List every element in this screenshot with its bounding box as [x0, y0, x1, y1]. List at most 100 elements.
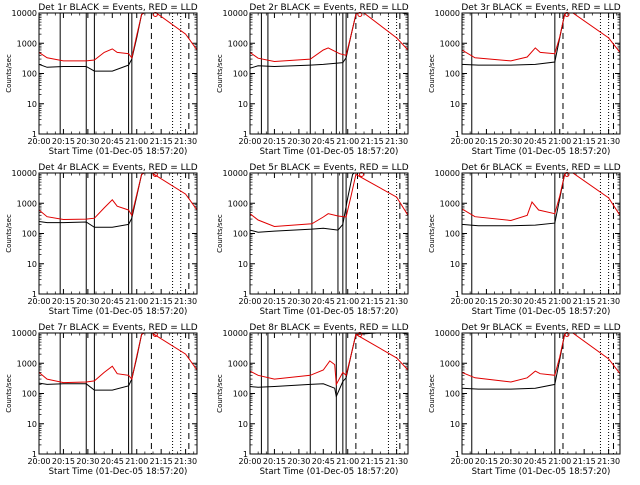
series-lld-line: [250, 13, 408, 63]
y-tick-label: 1: [32, 130, 37, 139]
y-axis-label: Counts/sec: [5, 54, 13, 93]
x-tick-label: 21:15: [150, 137, 173, 146]
x-tick-label: 20:45: [312, 457, 335, 466]
x-tick-label: 20:15: [475, 137, 498, 146]
y-tick-label: 1: [32, 290, 37, 299]
y-axis-label: Counts/sec: [216, 54, 224, 93]
x-tick-label: 20:30: [287, 457, 310, 466]
x-tick-label: 20:15: [263, 457, 286, 466]
y-tick-label: 1: [455, 450, 460, 459]
y-tick-label: 1: [243, 130, 248, 139]
series-lld-line: [250, 173, 408, 228]
x-axis-label: Start Time (01-Dec-05 18:57:20): [260, 147, 399, 157]
x-tick-label: 20:30: [499, 137, 522, 146]
y-tick-label: 10000: [435, 329, 460, 338]
x-tick-label: 21:30: [174, 297, 197, 306]
x-tick-label: 21:15: [361, 137, 384, 146]
y-tick-label: 100: [445, 230, 460, 239]
y-tick-label: 10: [27, 260, 37, 269]
x-tick-label: 21:15: [573, 457, 596, 466]
x-tick-label: 20:00: [27, 297, 50, 306]
x-tick-label: 20:45: [312, 297, 335, 306]
x-tick-label: 21:15: [573, 137, 596, 146]
panel-1: Det 1r BLACK = Events, RED = LLD 1 10 100 10…: [5, 3, 198, 157]
panel-title: Det 2r BLACK = Events, RED = LLD: [249, 3, 408, 13]
y-tick-label: 1: [455, 130, 460, 139]
y-tick-label: 10000: [223, 169, 248, 178]
series-lld-line: [39, 13, 197, 62]
y-tick-label: 1000: [17, 199, 37, 208]
y-axis-label: Counts/sec: [216, 214, 224, 253]
x-tick-label: 21:15: [361, 457, 384, 466]
x-tick-label: 20:30: [76, 137, 99, 146]
series-lld-line: [39, 333, 197, 384]
x-axis-label: Start Time (01-Dec-05 18:57:20): [49, 147, 188, 157]
y-tick-label: 1000: [228, 199, 248, 208]
x-tick-label: 20:15: [263, 137, 286, 146]
x-tick-label: 20:00: [27, 137, 50, 146]
y-tick-label: 1: [243, 450, 248, 459]
panel-4: Det 4r BLACK = Events, RED = LLD 1 10 100 10…: [5, 163, 198, 317]
x-tick-label: 20:30: [287, 297, 310, 306]
y-axis-label: Counts/sec: [5, 374, 13, 413]
x-tick-label: 20:45: [524, 297, 547, 306]
x-tick-label: 20:30: [499, 457, 522, 466]
x-tick-label: 20:00: [450, 297, 473, 306]
x-tick-label: 20:45: [524, 137, 547, 146]
x-tick-label: 20:15: [263, 297, 286, 306]
plot-frame: [38, 12, 198, 135]
panel-5: Det 5r BLACK = Events, RED = LLD 1 10 100 10…: [216, 163, 409, 317]
y-tick-label: 1000: [440, 359, 460, 368]
x-tick-label: 21:00: [125, 297, 148, 306]
x-tick-label: 20:15: [475, 457, 498, 466]
panel-2: Det 2r BLACK = Events, RED = LLD 1 10 100 10…: [216, 3, 409, 157]
y-tick-label: 1000: [17, 359, 37, 368]
x-tick-label: 21:00: [336, 297, 359, 306]
y-axis-label: Counts/sec: [216, 374, 224, 413]
y-tick-label: 1000: [440, 39, 460, 48]
x-tick-label: 21:30: [385, 457, 408, 466]
series-events-line: [250, 13, 408, 69]
series-lld-line: [462, 13, 620, 62]
plot-frame: [249, 12, 409, 135]
y-tick-label: 100: [445, 390, 460, 399]
y-tick-label: 10000: [12, 329, 37, 338]
x-tick-label: 21:15: [573, 297, 596, 306]
plot-frame: [249, 172, 409, 295]
y-tick-label: 1000: [440, 199, 460, 208]
x-tick-label: 20:15: [475, 297, 498, 306]
x-axis-label: Start Time (01-Dec-05 18:57:20): [49, 467, 188, 477]
x-tick-label: 21:00: [125, 457, 148, 466]
series-lld-line: [462, 333, 620, 383]
x-tick-label: 20:00: [450, 137, 473, 146]
panel-title: Det 4r BLACK = Events, RED = LLD: [38, 163, 197, 173]
series-events-line: [462, 333, 620, 390]
x-tick-label: 20:30: [76, 297, 99, 306]
x-tick-label: 20:45: [101, 457, 124, 466]
x-tick-label: 20:15: [52, 457, 75, 466]
x-tick-label: 21:15: [150, 297, 173, 306]
y-tick-label: 10: [238, 260, 248, 269]
x-tick-label: 21:00: [125, 137, 148, 146]
panel-7: Det 7r BLACK = Events, RED = LLD 1 10 100 10…: [5, 323, 198, 477]
x-tick-label: 20:45: [101, 297, 124, 306]
x-tick-label: 20:15: [52, 137, 75, 146]
x-tick-label: 21:00: [548, 137, 571, 146]
x-tick-label: 20:30: [499, 297, 522, 306]
plot-frame: [461, 172, 621, 295]
y-tick-label: 10000: [435, 9, 460, 18]
x-tick-label: 21:00: [336, 137, 359, 146]
x-tick-label: 21:15: [361, 297, 384, 306]
x-tick-label: 20:45: [312, 137, 335, 146]
x-tick-label: 21:30: [385, 137, 408, 146]
y-tick-label: 100: [22, 70, 37, 79]
y-tick-label: 1000: [228, 359, 248, 368]
y-tick-label: 100: [233, 390, 248, 399]
x-tick-label: 20:30: [76, 457, 99, 466]
x-tick-label: 20:00: [450, 457, 473, 466]
x-tick-label: 21:00: [336, 457, 359, 466]
y-tick-label: 10: [238, 420, 248, 429]
x-axis-label: Start Time (01-Dec-05 18:57:20): [472, 147, 611, 157]
x-tick-label: 21:30: [174, 137, 197, 146]
